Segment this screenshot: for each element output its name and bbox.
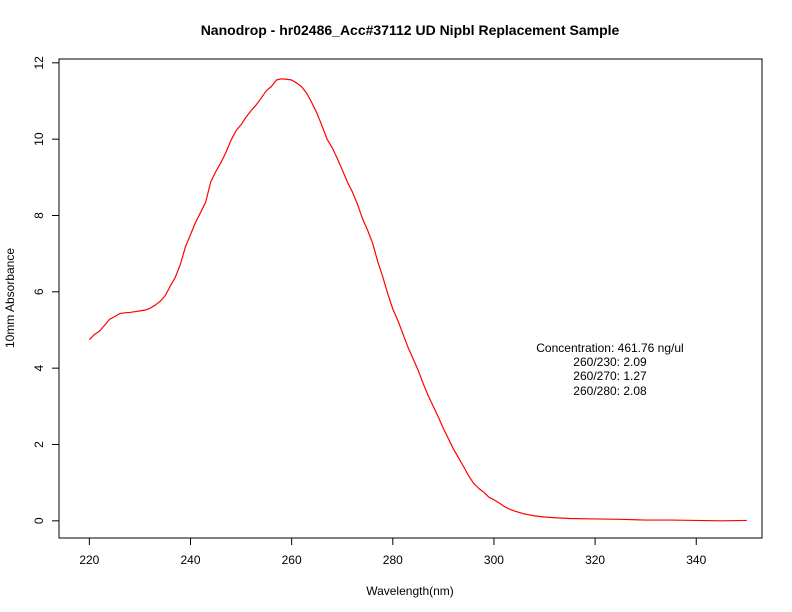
x-tick-label: 240 xyxy=(180,553,200,567)
annotation-260-280: 260/280: 2.08 xyxy=(573,384,647,398)
y-tick-label: 12 xyxy=(32,56,46,70)
chart-title: Nanodrop - hr02486_Acc#37112 UD Nipbl Re… xyxy=(201,22,620,38)
absorbance-series-line xyxy=(88,78,747,522)
y-tick-label: 0 xyxy=(32,517,46,524)
x-tick-label: 220 xyxy=(79,553,99,567)
x-axis-label: Wavelength(nm) xyxy=(366,584,454,598)
y-tick-label: 6 xyxy=(32,288,46,295)
y-tick-label: 4 xyxy=(32,364,46,371)
x-axis: 220 240 260 280 300 320 340 xyxy=(79,538,707,567)
x-tick-label: 260 xyxy=(282,553,302,567)
y-axis: 0 2 4 6 8 10 12 xyxy=(32,56,59,524)
y-axis-label: 10mm Absorbance xyxy=(3,248,17,348)
annotation-concentration: Concentration: 461.76 ng/ul xyxy=(536,341,683,355)
x-tick-label: 280 xyxy=(383,553,403,567)
plot-frame xyxy=(58,58,763,539)
x-tick-label: 300 xyxy=(484,553,504,567)
y-tick-label: 2 xyxy=(32,441,46,448)
series-layer xyxy=(88,78,747,522)
y-tick-label: 10 xyxy=(32,132,46,146)
x-tick-label: 340 xyxy=(686,553,706,567)
annotation-260-270: 260/270: 1.27 xyxy=(573,369,647,383)
y-tick-label: 8 xyxy=(32,212,46,219)
x-tick-label: 320 xyxy=(585,553,605,567)
annotation-block: Concentration: 461.76 ng/ul 260/230: 2.0… xyxy=(536,341,683,398)
annotation-260-230: 260/230: 2.09 xyxy=(573,355,647,369)
